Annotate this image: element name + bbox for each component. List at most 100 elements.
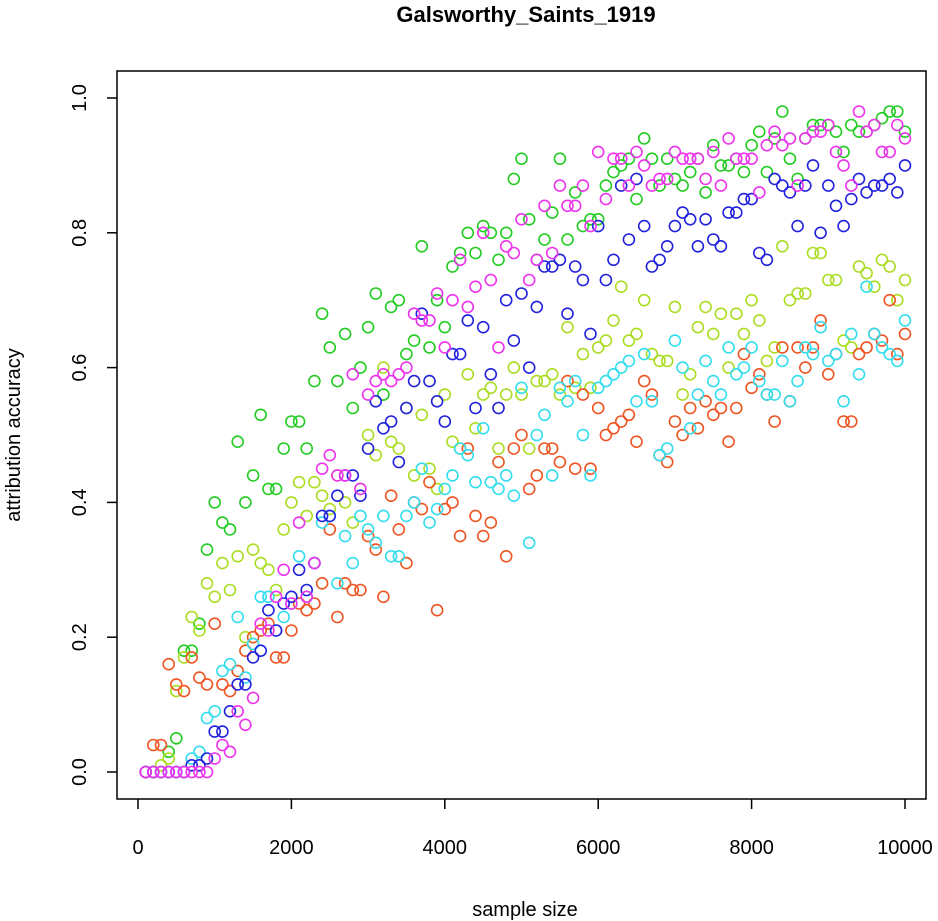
data-point [216,678,229,691]
data-point [530,469,544,482]
data-point [415,408,429,422]
data-point [660,442,674,455]
data-point [308,374,321,388]
data-point [768,172,781,186]
data-point [277,523,291,536]
data-point [683,401,697,415]
data-point [461,367,475,381]
data-point [775,341,789,354]
data-point [668,415,682,428]
data-point [829,125,843,138]
data-point [499,388,513,401]
data-point [576,219,590,233]
data-point [837,334,850,347]
data-point [453,442,467,455]
data-point [384,374,398,388]
data-point [507,361,521,374]
data-point [515,388,528,401]
y-axis-label: attribution accuracy [3,348,25,521]
data-point [683,152,697,165]
data-point [392,455,406,469]
data-point [699,354,712,368]
data-point [622,179,636,192]
data-point [844,341,858,354]
data-point [361,442,375,455]
data-point [384,549,398,563]
data-point [377,590,390,604]
data-point [315,509,329,523]
data-point [423,374,436,388]
data-point [584,462,597,476]
data-point [752,374,766,388]
data-point [262,617,275,631]
data-point [262,603,275,617]
data-point [821,354,835,368]
data-point [599,334,613,347]
data-point [407,469,421,482]
data-point [645,388,659,401]
data-point [752,246,766,260]
data-point [706,408,720,422]
data-point [246,469,260,482]
data-point [875,145,889,159]
data-point [338,529,352,543]
data-point [860,280,873,294]
data-point [185,765,198,779]
data-point [676,388,689,401]
data-point [507,172,521,186]
data-point [676,428,689,442]
data-point [860,125,873,138]
data-point [852,260,866,273]
data-point [875,179,889,192]
data-point [798,341,812,354]
y-axis: 0.0 0.2 0.4 0.6 0.8 1.0 [69,84,117,786]
data-point [354,482,367,496]
data-point [208,590,221,604]
data-point [277,610,291,624]
data-point [338,327,352,341]
data-point [783,152,797,165]
data-point [829,273,843,287]
data-point [216,516,229,529]
data-point [453,246,467,260]
data-point [446,347,459,361]
data-point [354,361,367,374]
data-point [162,745,175,759]
data-point [147,738,160,752]
data-point [622,334,636,347]
data-point [438,341,452,354]
data-point [676,152,689,165]
data-point [760,388,774,401]
data-point [860,266,873,280]
data-point [469,246,482,260]
data-point [844,415,858,428]
data-point [768,125,781,138]
data-point [530,253,544,267]
data-point [668,219,682,233]
data-point [798,132,812,145]
data-point [216,556,229,570]
data-point [246,651,260,664]
data-point [867,118,881,132]
data-point [400,401,413,415]
data-point [568,199,582,213]
data-point [852,347,866,361]
data-point [722,132,735,145]
data-point [177,651,191,664]
data-point [637,219,651,233]
data-point [806,125,820,138]
y-tick-label: 0.8 [69,219,91,247]
data-point [484,273,498,287]
data-point [691,240,705,253]
data-point [676,206,689,219]
data-point [783,293,797,307]
data-point [193,745,206,759]
data-point [354,509,367,523]
data-point [177,644,191,658]
data-point [553,253,567,267]
data-point [768,341,781,354]
data-point [231,435,244,449]
data-point [875,253,889,267]
data-point [553,152,567,165]
data-point [699,172,712,186]
